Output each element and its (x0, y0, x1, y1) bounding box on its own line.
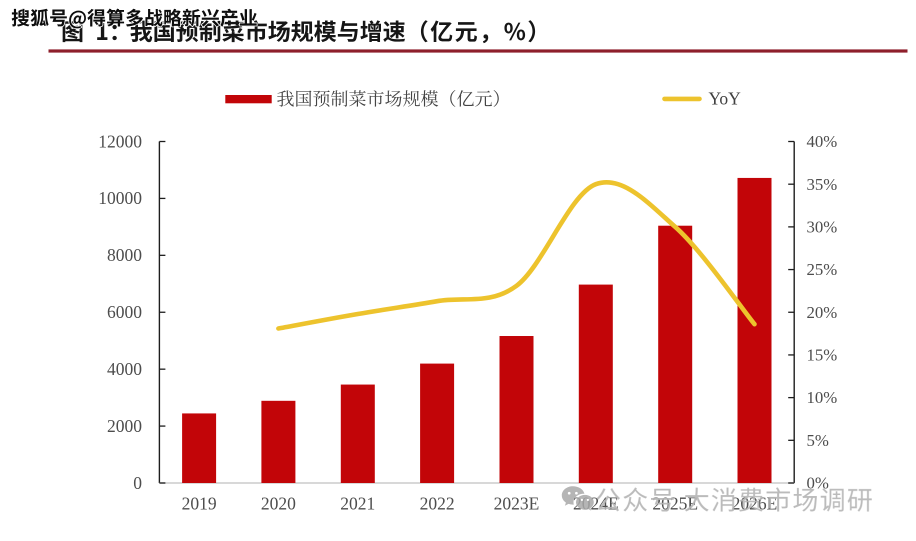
svg-text:35%: 35% (807, 175, 838, 194)
svg-text:10%: 10% (807, 388, 838, 407)
svg-text:20%: 20% (807, 303, 838, 322)
svg-text:2019: 2019 (182, 494, 217, 514)
svg-text:30%: 30% (807, 218, 838, 237)
svg-text:12000: 12000 (98, 131, 142, 151)
svg-text:2026E: 2026E (732, 494, 778, 514)
svg-text:0: 0 (133, 473, 142, 493)
svg-text:2023E: 2023E (494, 494, 540, 514)
svg-text:8000: 8000 (107, 245, 142, 265)
svg-text:6000: 6000 (107, 302, 142, 322)
svg-text:2000: 2000 (107, 416, 142, 436)
svg-text:40%: 40% (807, 132, 838, 151)
svg-text:10000: 10000 (98, 188, 142, 208)
svg-text:25%: 25% (807, 260, 838, 279)
svg-text:2022: 2022 (420, 494, 455, 514)
svg-text:YoY: YoY (709, 89, 742, 109)
svg-text:15%: 15% (807, 346, 838, 365)
svg-text:4000: 4000 (107, 359, 142, 379)
svg-text:5%: 5% (807, 431, 829, 450)
svg-text:0%: 0% (807, 474, 829, 493)
svg-text:2021: 2021 (340, 494, 375, 514)
svg-text:2020: 2020 (261, 494, 296, 514)
